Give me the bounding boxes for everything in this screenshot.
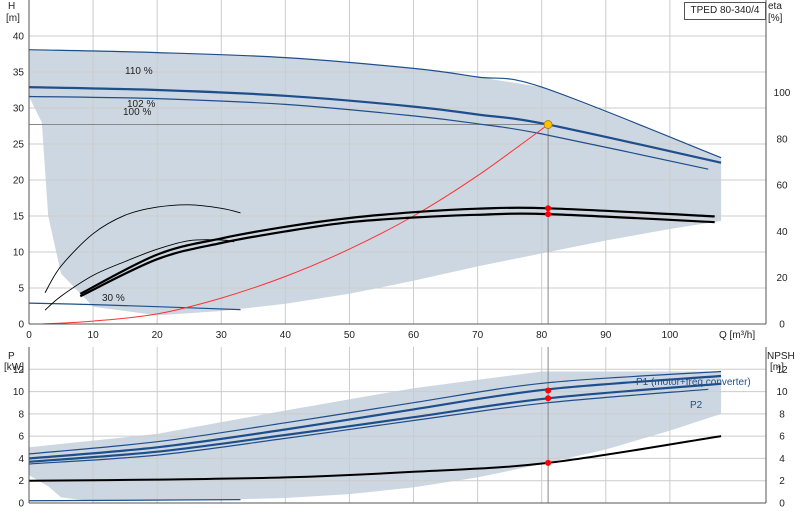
p2-curve-label: P2	[690, 400, 703, 411]
model-label: TPED 80-340/4	[684, 2, 766, 20]
bot-right-tick-label: 8	[779, 409, 785, 420]
top-left-tick-label: 15	[13, 212, 25, 223]
curve-label-110: 110 %	[125, 66, 153, 77]
top-gridlines	[29, 0, 766, 324]
bot-left-tick-label: 6	[18, 432, 24, 443]
power-duty-marker	[545, 395, 552, 402]
x-tick-label: 50	[344, 330, 356, 341]
bot-left-tick-label: 10	[13, 387, 25, 398]
top-right-tick-label: 100	[774, 88, 791, 99]
curve-label-100: 100 %	[123, 107, 151, 118]
x-tick-label: 10	[88, 330, 100, 341]
top-ticks: 0 5 10 15 20 25 30 35 40 0 20 40 60 80 100 0 10 20 30 40 50 6…	[13, 32, 791, 342]
top-left-tick-label: 20	[13, 176, 25, 187]
bottom-right-axis-unit: [m]	[770, 362, 784, 373]
bot-curve-blue	[28, 388, 709, 465]
top-right-axis-unit: [%]	[768, 13, 783, 24]
x-tick-label: 30	[216, 330, 228, 341]
bot-curve-blue	[28, 370, 722, 455]
top-curve-eta-thin	[44, 204, 241, 293]
top-right-axis-label: eta	[768, 1, 782, 12]
top-left-tick-label: 40	[13, 32, 25, 43]
top-curve-blue	[28, 302, 241, 311]
x-tick-label: 0	[26, 330, 32, 341]
top-markers	[543, 120, 553, 218]
top-curve-blue	[28, 49, 722, 159]
x-axis-label: Q [m³/h]	[719, 330, 755, 341]
power-duty-marker	[545, 387, 552, 394]
bot-left-tick-label: 0	[18, 499, 24, 510]
x-tick-label: 100	[662, 330, 679, 341]
top-right-tick-label: 0	[779, 320, 785, 331]
bot-curve-blue-thick	[28, 374, 722, 460]
bottom-markers	[545, 387, 552, 466]
bot-right-tick-label: 12	[776, 365, 788, 376]
bot-curve-blue	[28, 499, 241, 502]
top-right-tick-label: 80	[776, 134, 788, 145]
duty-point-marker	[543, 120, 553, 129]
curve-label-102: 102 %	[127, 99, 155, 110]
bot-curve-blue-thick	[28, 382, 722, 463]
x-tick-label: 90	[600, 330, 612, 341]
bot-right-tick-label: 0	[779, 499, 785, 510]
power-duty-marker	[545, 459, 552, 466]
x-tick-label: 20	[152, 330, 164, 341]
bot-left-tick-label: 2	[18, 476, 24, 487]
top-right-tick-label: 40	[776, 227, 788, 238]
bottom-left-axis-unit: [kW]	[4, 362, 24, 373]
bot-right-tick-label: 6	[779, 432, 785, 443]
top-left-tick-label: 35	[13, 68, 25, 79]
top-curve-blue-thick	[28, 86, 722, 164]
bottom-gridlines	[29, 347, 766, 503]
eta-duty-marker	[545, 205, 552, 212]
p1-curve-label: P1 (motor+freq.converter)	[636, 377, 751, 388]
top-left-tick-label: 25	[13, 140, 25, 151]
top-right-tick-label: 20	[776, 273, 788, 284]
top-curve-blue	[28, 95, 709, 170]
top-curve-system	[41, 124, 549, 325]
x-tick-label: 70	[472, 330, 484, 341]
bot-right-tick-label: 2	[779, 476, 785, 487]
curve-label-30: 30 %	[102, 293, 125, 304]
bottom-ticks: 0 2 4 6 8 10 12 0 2 4 6 8 10 12	[13, 365, 788, 510]
top-left-axis-unit: [m]	[6, 13, 20, 24]
x-tick-label: 40	[280, 330, 292, 341]
top-left-tick-label: 0	[18, 320, 24, 331]
bot-left-tick-label: 4	[18, 454, 24, 465]
top-left-axis-label: H	[8, 1, 15, 12]
bottom-curves	[28, 347, 722, 503]
bot-right-tick-label: 4	[779, 454, 785, 465]
bottom-right-axis-label: NPSH	[767, 351, 795, 362]
top-left-tick-label: 5	[18, 284, 24, 295]
top-left-tick-label: 30	[13, 104, 25, 115]
bot-left-tick-label: 8	[18, 409, 24, 420]
top-right-tick-label: 60	[776, 181, 788, 192]
bot-left-tick-label: 12	[13, 365, 25, 376]
x-tick-label: 60	[408, 330, 420, 341]
bottom-left-axis-label: P	[8, 351, 15, 362]
bot-right-tick-label: 10	[776, 387, 788, 398]
bot-curve-npsh	[28, 435, 722, 482]
eta-duty-marker	[545, 211, 552, 218]
top-left-tick-label: 10	[13, 248, 25, 259]
x-tick-label: 80	[536, 330, 548, 341]
